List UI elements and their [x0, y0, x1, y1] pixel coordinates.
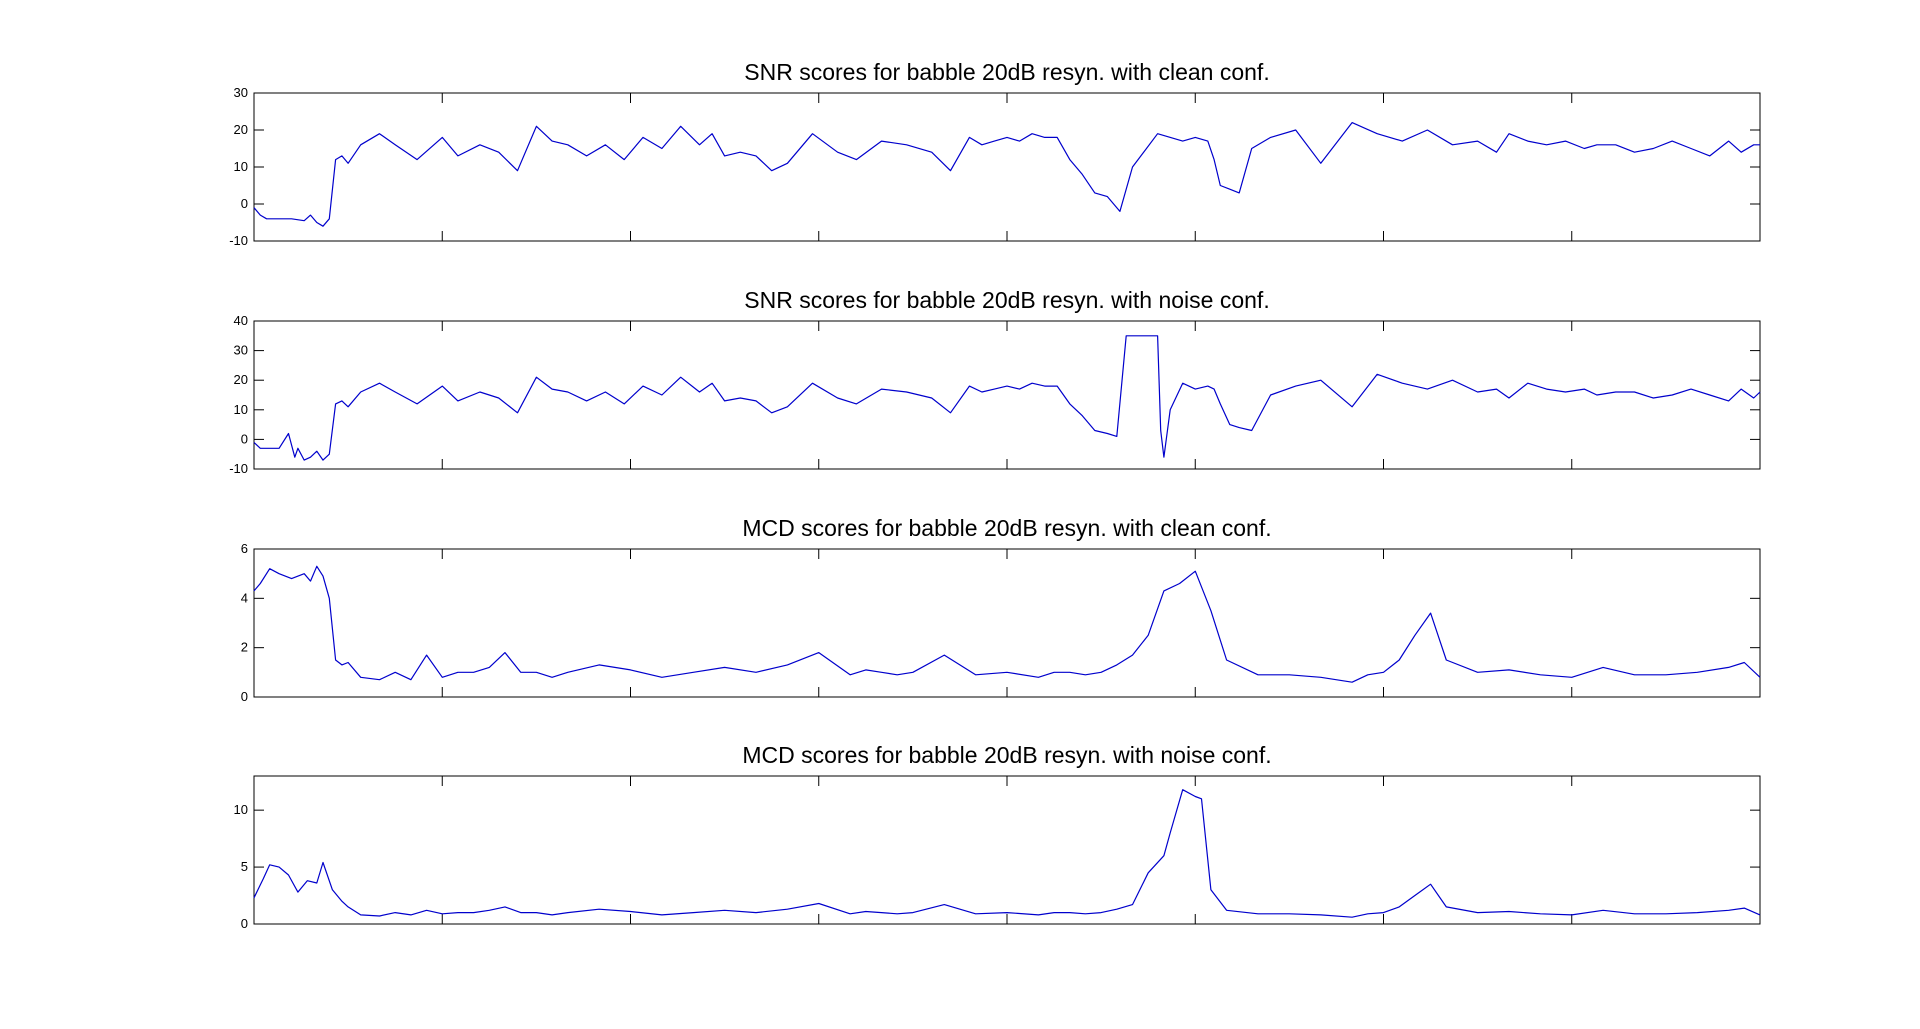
- subplot-4-axes-frame: [253, 775, 1761, 925]
- subplot-4-ytick-label: 5: [241, 859, 248, 874]
- subplot-2: SNR scores for babble 20dB resyn. with n…: [229, 287, 1761, 476]
- subplot-2-title: SNR scores for babble 20dB resyn. with n…: [744, 287, 1269, 313]
- subplot-2-ytick-label: 20: [234, 372, 248, 387]
- subplot-4-ytick-label: 0: [241, 916, 248, 931]
- subplot-3-ytick-label: 2: [241, 640, 248, 655]
- subplot-4-title: MCD scores for babble 20dB resyn. with n…: [742, 742, 1271, 768]
- subplot-4-ytick-label: 10: [234, 802, 248, 817]
- subplot-4-series-1-line: [253, 789, 1761, 918]
- subplots: SNR scores for babble 20dB resyn. with c…: [229, 59, 1761, 931]
- subplot-3-title: MCD scores for babble 20dB resyn. with c…: [742, 515, 1271, 541]
- subplot-2-ytick-label: 30: [234, 343, 248, 358]
- subplot-2-axes-frame: [253, 320, 1761, 470]
- subplot-1-ytick-label: 20: [234, 122, 248, 137]
- subplot-3-ytick-label: 0: [241, 689, 248, 704]
- subplot-2-ytick-label: 40: [234, 313, 248, 328]
- subplot-1-axes-frame: [253, 92, 1761, 242]
- subplot-2-ytick-label: -10: [229, 461, 248, 476]
- subplot-3-ytick-label: 6: [241, 541, 248, 556]
- subplot-3-series-1-line: [253, 565, 1761, 683]
- subplot-1-series-1-line: [253, 121, 1760, 227]
- subplot-1-title: SNR scores for babble 20dB resyn. with c…: [744, 59, 1269, 85]
- subplot-3-ytick-label: 4: [241, 590, 248, 605]
- subplot-3-axes-frame: [253, 548, 1761, 698]
- subplot-1-ytick-label: 0: [241, 196, 248, 211]
- subplot-1-ytick-label: 10: [234, 159, 248, 174]
- subplot-2-ytick-label: 0: [241, 431, 248, 446]
- subplot-1: SNR scores for babble 20dB resyn. with c…: [229, 59, 1761, 248]
- subplot-1-ytick-label: -10: [229, 233, 248, 248]
- subplot-2-series-1-line: [253, 335, 1761, 461]
- subplot-3: MCD scores for babble 20dB resyn. with c…: [241, 515, 1761, 704]
- subplot-4: MCD scores for babble 20dB resyn. with n…: [234, 742, 1761, 931]
- subplot-2-ytick-label: 10: [234, 402, 248, 417]
- subplot-1-ytick-label: 30: [234, 85, 248, 100]
